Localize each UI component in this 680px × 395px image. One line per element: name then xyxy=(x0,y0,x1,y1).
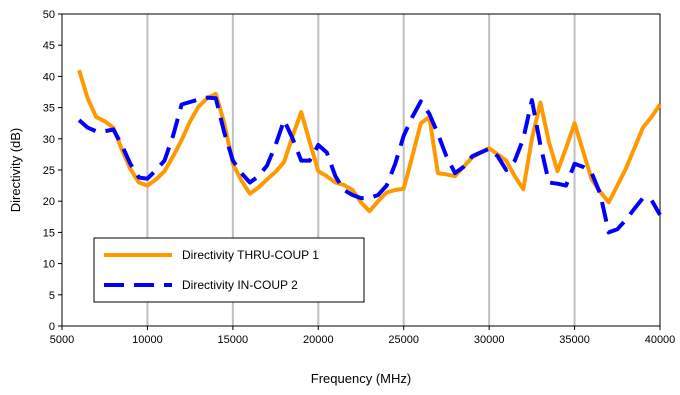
series-2-point xyxy=(256,174,260,178)
y-tick-label: 25 xyxy=(43,165,55,177)
x-tick-label: 30000 xyxy=(474,334,505,346)
series-2-point xyxy=(624,218,628,222)
series-line-1 xyxy=(77,69,662,214)
y-tick-label: 20 xyxy=(43,196,55,208)
x-axis-title: Frequency (MHz) xyxy=(311,371,411,386)
x-tick-label: 5000 xyxy=(50,334,74,346)
y-tick-label: 0 xyxy=(49,321,55,333)
series-2-point xyxy=(282,118,286,122)
legend: Directivity THRU-COUP 1 Directivity IN-C… xyxy=(93,237,365,303)
y-tick-label: 30 xyxy=(43,134,55,146)
y-tick-label: 10 xyxy=(43,259,55,271)
series-layer xyxy=(77,69,662,235)
x-tick-label: 25000 xyxy=(388,334,419,346)
x-tick-label: 40000 xyxy=(645,334,676,346)
legend-label-thru-coup-1: Directivity THRU-COUP 1 xyxy=(182,248,319,262)
series-2-point xyxy=(368,196,372,200)
y-tick-label: 50 xyxy=(43,9,55,21)
x-tick-label: 15000 xyxy=(218,334,249,346)
y-tick-label: 45 xyxy=(43,40,55,52)
x-tick-label: 35000 xyxy=(559,334,590,346)
legend-box xyxy=(93,237,365,303)
series-line-2 xyxy=(77,95,662,235)
legend-label-in-coup-2: Directivity IN-COUP 2 xyxy=(182,278,298,292)
y-axis-ticks: 0 5 10 15 20 25 30 35 40 45 50 xyxy=(43,9,62,333)
series-2-point xyxy=(197,97,201,101)
series-2-point xyxy=(436,132,440,136)
series-2-point xyxy=(521,137,525,141)
y-tick-label: 5 xyxy=(49,290,55,302)
y-tick-label: 35 xyxy=(43,103,55,115)
y-tick-label: 40 xyxy=(43,71,55,83)
series-2-point xyxy=(154,168,158,172)
x-tick-label: 10000 xyxy=(132,334,163,346)
y-axis-title: Directivity (dB) xyxy=(8,128,23,213)
y-tick-label: 15 xyxy=(43,227,55,239)
x-axis-ticks: 5000 10000 15000 20000 25000 30000 35000 40000 xyxy=(50,326,676,346)
x-tick-label: 20000 xyxy=(303,334,334,346)
